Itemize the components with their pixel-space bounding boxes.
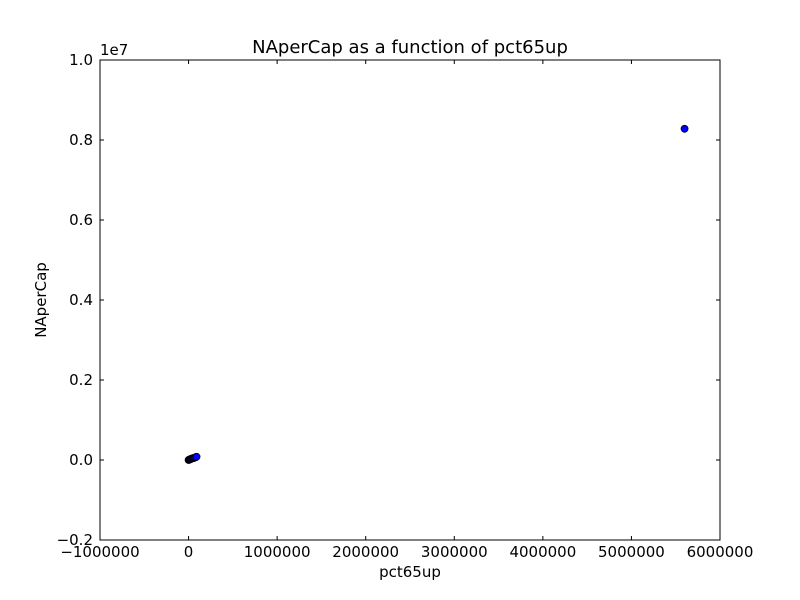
y-tick-label: 0.2: [69, 371, 93, 389]
x-tick-label: −1000000: [60, 543, 139, 561]
x-tick-label: 6000000: [687, 543, 754, 561]
y-axis-label: NAperCap: [32, 262, 50, 338]
x-tick-label: 1000000: [244, 543, 311, 561]
x-tick-label: 0: [184, 543, 194, 561]
y-tick-label: 0.6: [69, 211, 93, 229]
axis-ticks: −1000000 0 1000000 2000000 3000000 4000000 500…: [57, 51, 754, 561]
data-points: [184, 124, 689, 464]
y-tick-label: −0.2: [57, 531, 93, 549]
y-tick-label: 1.0: [69, 51, 93, 69]
plot-area: [100, 60, 720, 540]
x-axis-label: pct65up: [379, 563, 441, 581]
data-point: [192, 452, 201, 461]
y-scale-multiplier: 1e7: [100, 41, 128, 59]
data-point: [680, 124, 689, 133]
x-tick-label: 4000000: [509, 543, 576, 561]
x-tick-label: 5000000: [598, 543, 665, 561]
plot-frame: [99, 59, 721, 541]
x-tick-label: 2000000: [332, 543, 399, 561]
y-tick-label: 0.8: [69, 131, 93, 149]
y-tick-label: 0.0: [69, 451, 93, 469]
x-tick-label: 3000000: [421, 543, 488, 561]
y-tick-label: 0.4: [69, 291, 93, 309]
chart-title: NAperCap as a function of pct65up: [252, 37, 568, 58]
